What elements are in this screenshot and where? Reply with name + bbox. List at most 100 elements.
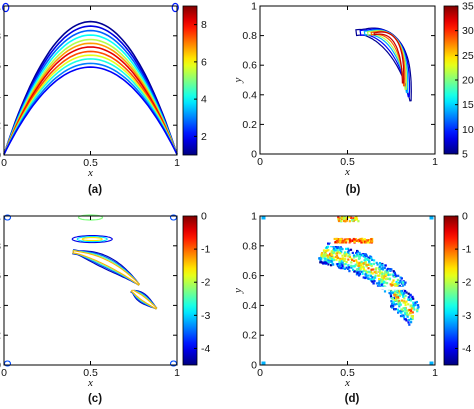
heatmap-cell xyxy=(330,264,333,267)
heatmap-cell xyxy=(362,276,365,279)
heatmap-cell xyxy=(368,257,371,260)
x-axis-label: x xyxy=(87,377,93,389)
heatmap-cell xyxy=(393,296,396,299)
heatmap-cell xyxy=(344,263,347,266)
heatmap-cell xyxy=(383,272,386,275)
heatmap-cell xyxy=(416,307,419,310)
heatmap-cell xyxy=(330,260,333,263)
heatmap-cell xyxy=(409,294,412,297)
heatmap-cell xyxy=(339,264,342,267)
heatmap-cell xyxy=(384,264,387,267)
heatmap-cell xyxy=(361,254,364,257)
heatmap-cell xyxy=(335,258,338,261)
heatmap-cell xyxy=(367,270,370,273)
heatmap-cell xyxy=(378,262,382,265)
heatmap-cell xyxy=(391,297,395,300)
heatmap-cell xyxy=(339,217,342,220)
contour-line xyxy=(373,31,405,84)
heatmap-cell xyxy=(370,268,373,271)
heatmap-cell xyxy=(376,263,379,266)
heatmap-cell xyxy=(367,277,370,280)
plot-content xyxy=(2,2,179,155)
heatmap-cell xyxy=(329,256,332,259)
heatmap-cell xyxy=(333,237,336,241)
heatmap-cell xyxy=(409,299,413,302)
contour-line xyxy=(3,50,178,155)
heatmap-cell xyxy=(345,266,348,269)
heatmap-cell xyxy=(343,216,346,219)
heatmap-cell xyxy=(378,265,381,268)
heatmap-cell xyxy=(381,263,384,266)
heatmap-cell xyxy=(413,303,416,306)
heatmap-cell xyxy=(337,219,341,223)
heatmap-cell xyxy=(356,250,359,253)
colorbar xyxy=(443,215,459,366)
heatmap-cell xyxy=(374,276,377,279)
heatmap-cell xyxy=(381,271,384,274)
heatmap-cell xyxy=(379,271,382,274)
heatmap-cell xyxy=(327,255,330,259)
contour-line xyxy=(169,360,178,367)
heatmap-cell xyxy=(327,249,330,252)
colorbar-tick-label: -3 xyxy=(201,310,210,322)
heatmap-cell xyxy=(357,255,361,258)
heatmap-cell xyxy=(402,309,405,312)
heatmap-cell xyxy=(370,278,373,281)
heatmap-cell xyxy=(340,241,343,244)
heatmap-cell xyxy=(371,272,374,275)
heatmap-cell xyxy=(343,258,346,261)
heatmap-cell xyxy=(338,260,341,264)
heatmap-cell xyxy=(364,241,367,244)
heatmap-cell xyxy=(367,258,370,261)
heatmap-cell xyxy=(365,274,368,277)
heatmap-cell xyxy=(364,258,367,261)
heatmap-cell xyxy=(351,219,354,222)
heatmap-cell xyxy=(410,321,413,324)
heatmap-cell xyxy=(400,314,403,317)
heatmap-cell xyxy=(337,238,341,241)
heatmap-cell xyxy=(338,259,341,262)
heatmap-cell xyxy=(336,252,339,255)
heatmap-cell xyxy=(334,255,337,258)
heatmap-cell xyxy=(345,241,348,244)
heatmap-cell xyxy=(403,307,407,310)
heatmap-cell xyxy=(343,263,346,266)
heatmap-cell xyxy=(409,309,413,312)
heatmap-cell xyxy=(382,280,386,283)
heatmap-cell xyxy=(381,278,384,281)
heatmap-cell xyxy=(362,267,365,270)
heatmap-cell xyxy=(375,271,378,274)
contour-line xyxy=(3,42,178,155)
heatmap-cell xyxy=(417,304,420,307)
heatmap-cell xyxy=(409,305,412,308)
heatmap-cell xyxy=(332,256,335,259)
heatmap-cell xyxy=(319,258,322,261)
y-tick-label: 1 xyxy=(251,1,257,13)
colorbar-tick-label: -2 xyxy=(201,277,210,289)
heatmap-cell xyxy=(355,259,358,262)
heatmap-cell xyxy=(359,268,362,271)
heatmap-cell xyxy=(339,248,342,251)
heatmap-cell xyxy=(391,281,394,284)
heatmap-cell xyxy=(365,271,369,274)
heatmap-cell xyxy=(399,310,402,313)
heatmap-cell xyxy=(355,253,359,256)
heatmap-cell xyxy=(371,258,374,261)
heatmap-cell xyxy=(358,273,361,276)
heatmap-cell xyxy=(363,255,366,259)
heatmap-cell xyxy=(403,318,406,321)
colorbar-tick-label: 2 xyxy=(201,131,207,143)
heatmap-cell xyxy=(388,291,391,295)
heatmap-cell xyxy=(322,254,325,257)
heatmap-cell xyxy=(400,292,403,295)
heatmap-cell xyxy=(400,299,403,302)
heatmap-cell xyxy=(412,305,415,308)
contour-line xyxy=(3,29,178,155)
heatmap-cell xyxy=(401,293,405,296)
heatmap-cell xyxy=(397,274,400,277)
heatmap-cell xyxy=(412,297,415,300)
heatmap-cell xyxy=(406,311,409,315)
heatmap-cell xyxy=(384,281,387,284)
heatmap-cell xyxy=(358,253,361,256)
